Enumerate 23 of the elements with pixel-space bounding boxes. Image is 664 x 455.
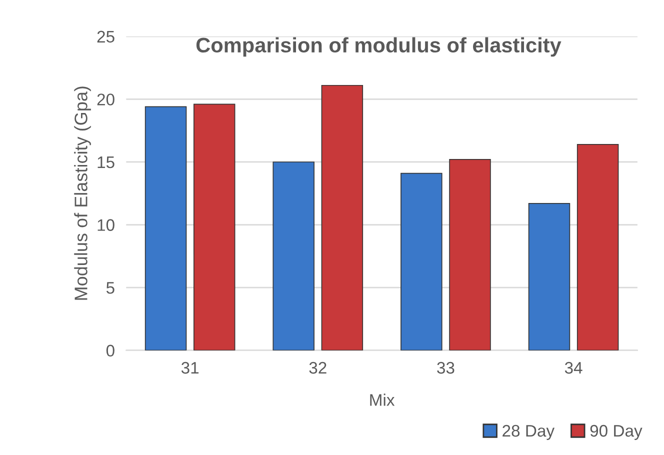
- y-tick-label: 25: [97, 30, 114, 43]
- x-tick-label: 34: [564, 362, 582, 374]
- y-tick-label: 10: [98, 219, 114, 231]
- bar: [576, 144, 619, 350]
- x-tick-label: 33: [437, 362, 454, 374]
- bar: [193, 104, 236, 350]
- legend-label: 90 Day: [590, 424, 642, 440]
- y-tick-label: 5: [106, 282, 114, 294]
- bar: [321, 84, 364, 350]
- y-tick-label: 0: [106, 344, 114, 357]
- x-axis-title: Mix: [370, 394, 395, 406]
- x-tick-label: 31: [181, 362, 199, 374]
- y-tick-label: 15: [98, 156, 114, 168]
- y-tick-label: 20: [97, 94, 114, 106]
- chart-title: Comparision of modulus of elasticity: [196, 37, 562, 57]
- bar: [449, 159, 491, 350]
- x-tick-label: 32: [309, 362, 326, 374]
- bar: [400, 172, 442, 350]
- bar: [528, 203, 570, 350]
- y-axis-title: Modulus of Elasticity (Gpa): [74, 86, 91, 300]
- bar: [272, 162, 314, 350]
- legend-label: 28 Day: [502, 424, 555, 440]
- bar: [144, 106, 187, 350]
